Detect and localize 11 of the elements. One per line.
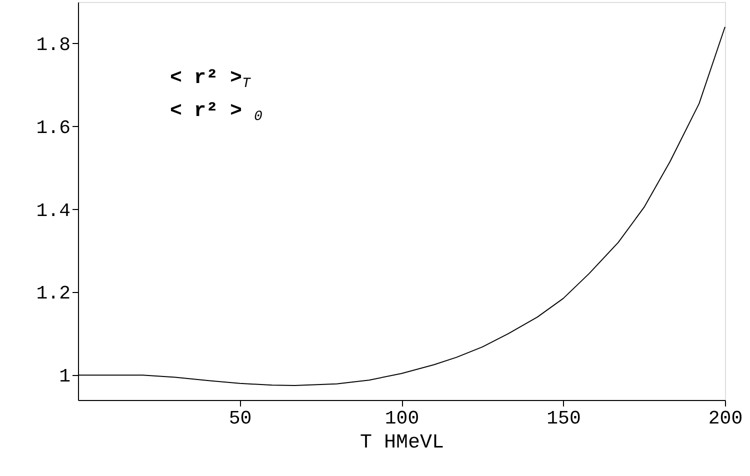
- x-tick-label: 150: [546, 408, 581, 430]
- y-tick-label: 1.6: [36, 116, 70, 139]
- annotation: < r² >0: [170, 100, 262, 125]
- x-tick-label: 200: [708, 408, 743, 430]
- x-tick-label: 50: [228, 408, 252, 430]
- x-tick-label: 100: [384, 408, 420, 430]
- y-tick-label: 1.8: [36, 34, 70, 56]
- y-tick-label: 1: [59, 366, 70, 388]
- y-tick-label: 1.4: [36, 200, 70, 222]
- y-tick-label: 1.2: [36, 282, 70, 305]
- x-axis-title: T HMeVL: [360, 432, 444, 454]
